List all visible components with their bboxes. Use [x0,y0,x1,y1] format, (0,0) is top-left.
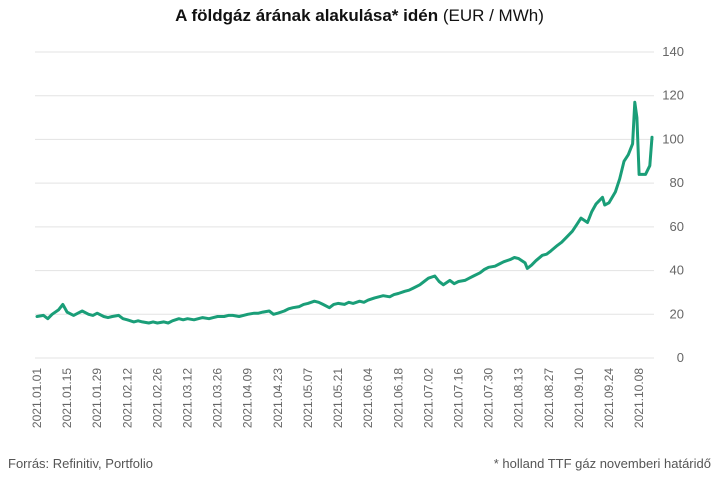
x-tick-label: 2021.10.08 [632,368,646,428]
x-tick-label: 2021.07.16 [451,368,465,428]
price-series-line [35,100,654,325]
x-tick-label: 2021.02.26 [150,368,164,428]
y-tick-label: 80 [670,175,684,190]
x-tick-label: 2021.03.26 [211,368,225,428]
x-tick-label: 2021.05.07 [301,368,315,428]
y-tick-label: 0 [677,350,684,365]
x-tick-label: 2021.04.23 [271,368,285,428]
x-tick-label: 2021.05.21 [331,368,345,428]
chart-title-main: A földgáz árának alakulása* idén [175,6,439,25]
x-tick-label: 2021.04.09 [241,368,255,428]
x-tick-label: 2021.01.15 [60,368,74,428]
y-tick-label: 120 [662,88,684,103]
x-tick-label: 2021.02.12 [120,368,134,428]
x-tick-label: 2021.09.24 [602,368,616,428]
x-tick-label: 2021.06.04 [361,368,375,428]
chart-title-unit: (EUR / MWh) [438,6,544,25]
y-tick-label: 60 [670,219,684,234]
y-tick-label: 140 [662,44,684,59]
y-tick-label: 40 [670,263,684,278]
x-tick-label: 2021.01.29 [90,368,104,428]
x-tick-label: 2021.01.01 [30,368,44,428]
x-tick-label: 2021.09.10 [572,368,586,428]
x-tick-label: 2021.07.30 [482,368,496,428]
footnote: * holland TTF gáz novemberi határidő [493,456,711,471]
chart-title: A földgáz árának alakulása* idén (EUR / … [0,6,719,26]
x-tick-label: 2021.07.02 [421,368,435,428]
x-tick-label: 2021.03.12 [181,368,195,428]
y-tick-label: 100 [662,131,684,146]
x-tick-label: 2021.08.27 [542,368,556,428]
y-tick-label: 20 [670,306,684,321]
x-tick-label: 2021.08.13 [512,368,526,428]
x-tick-label: 2021.06.18 [391,368,405,428]
source-note: Forrás: Refinitiv, Portfolio [8,456,153,471]
